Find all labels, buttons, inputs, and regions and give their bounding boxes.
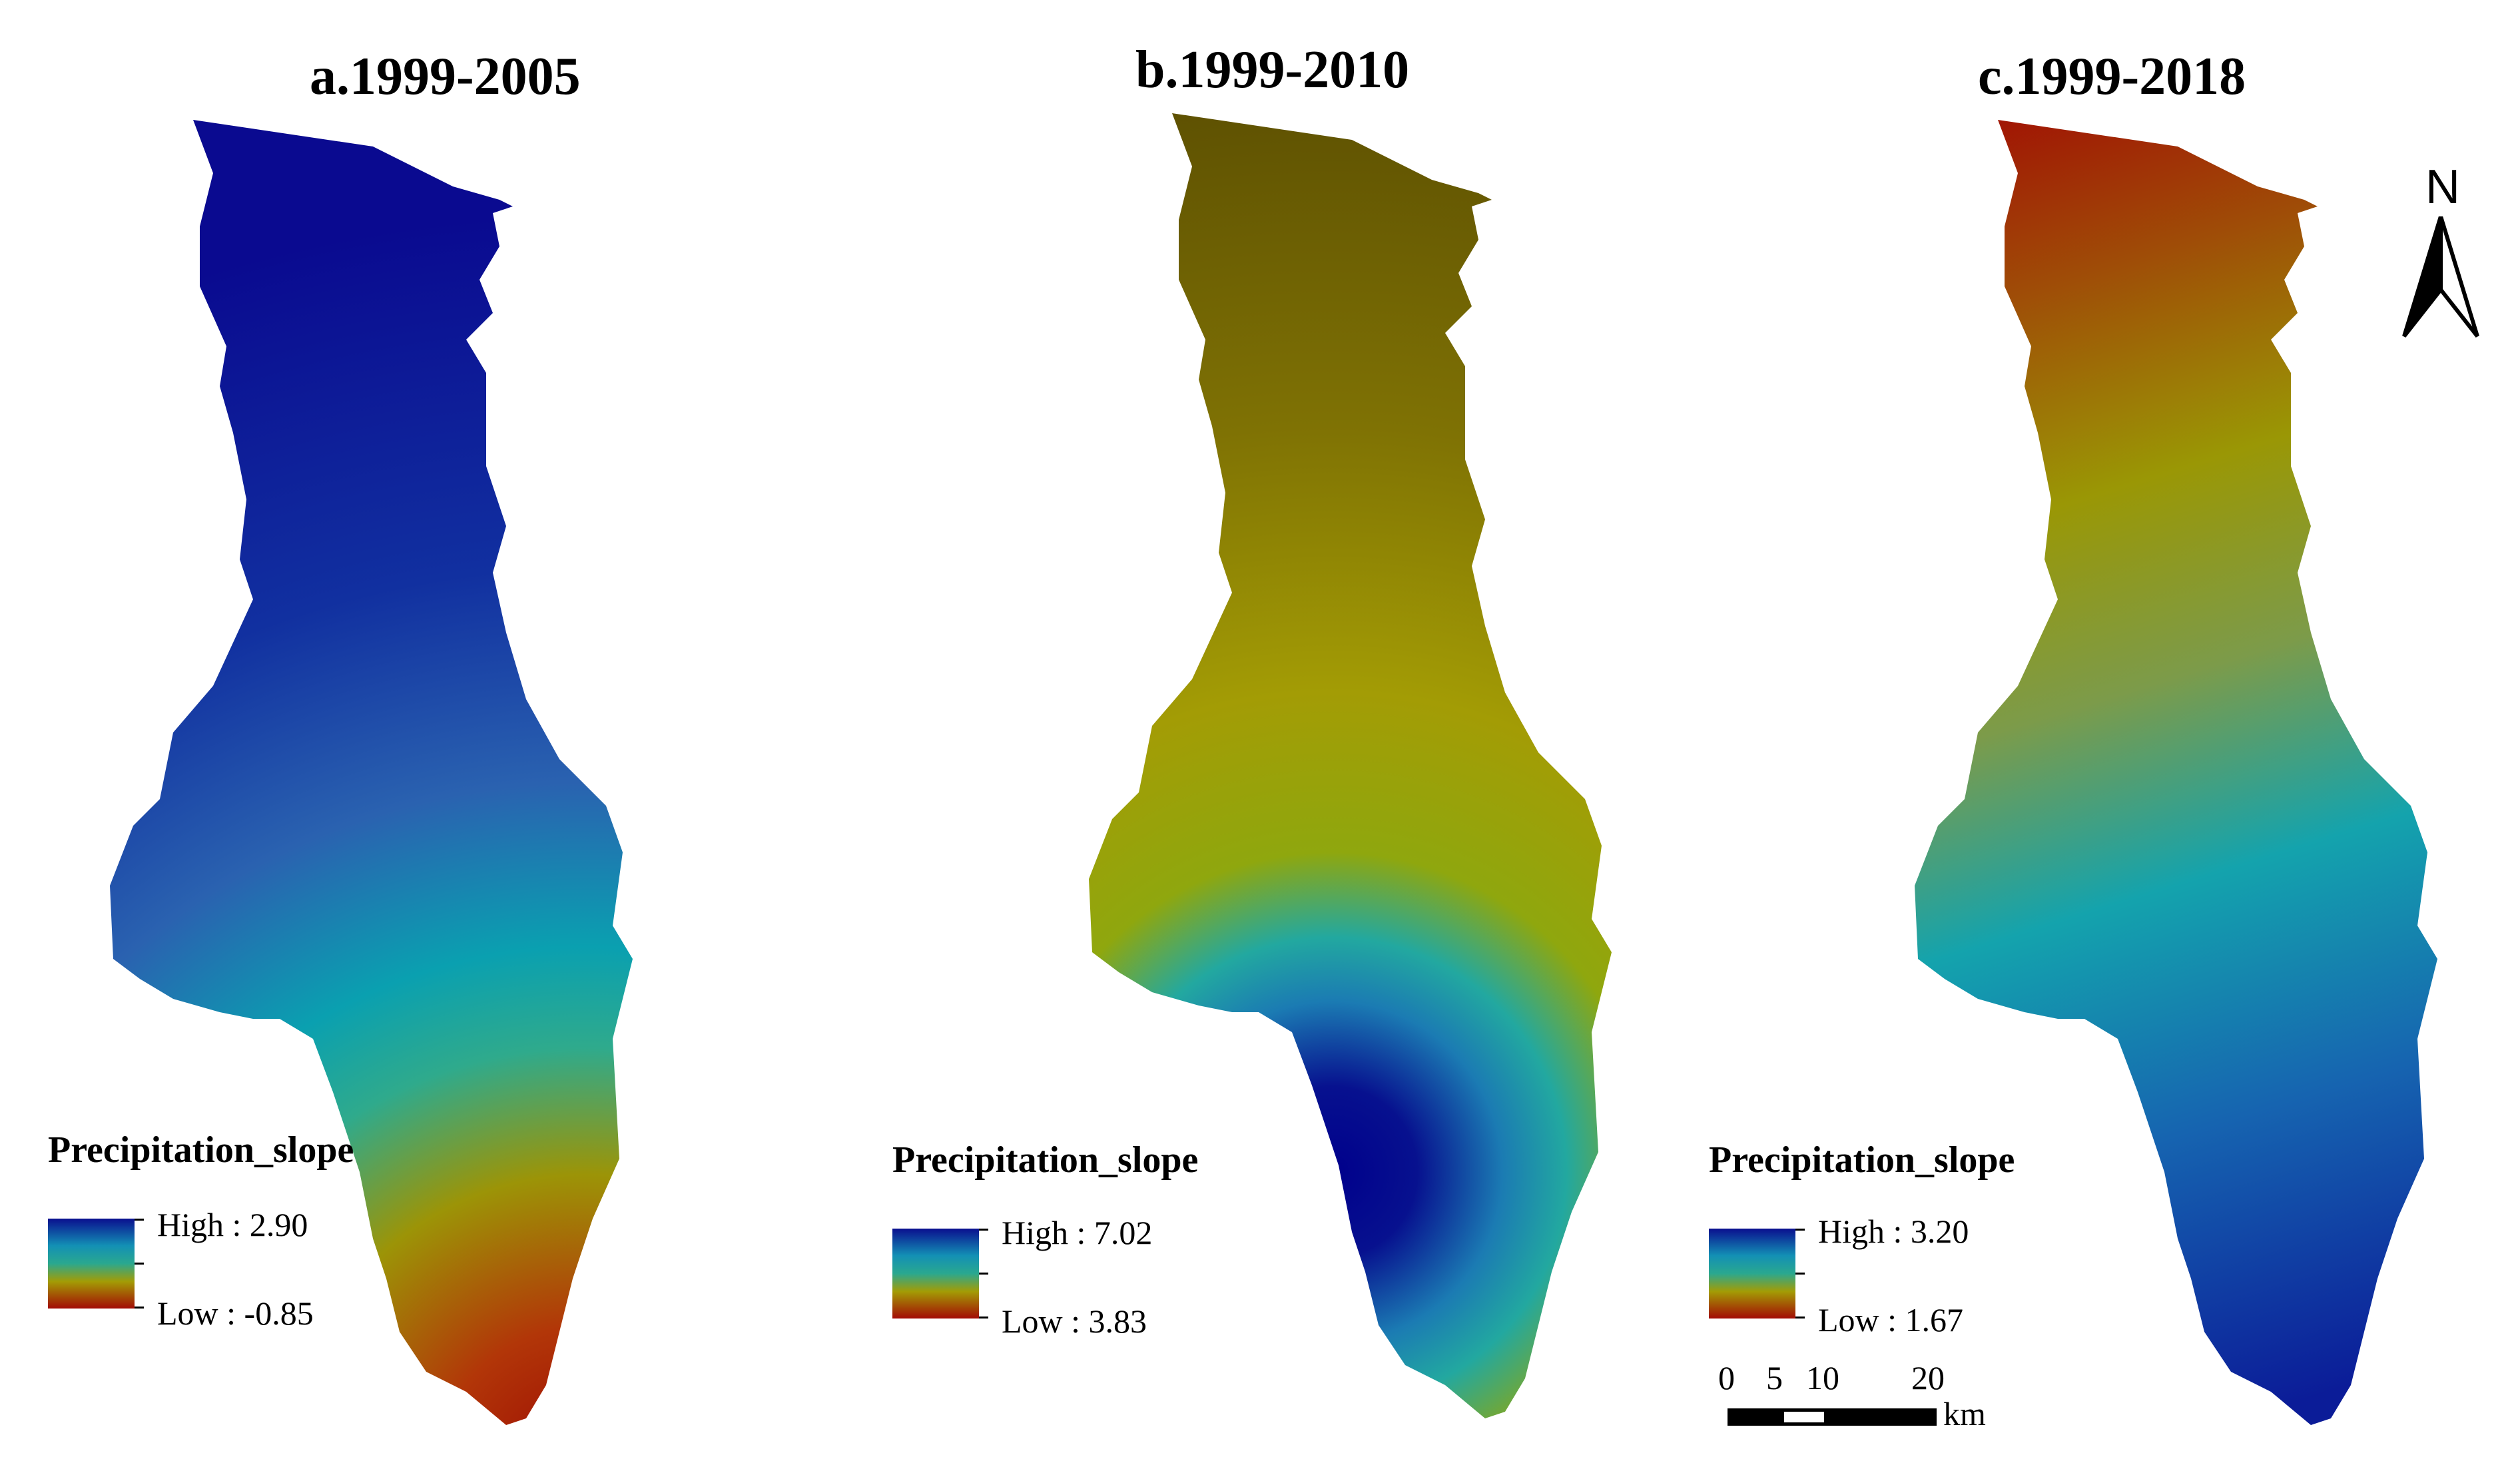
- precipitation-slope-map-b: [1089, 113, 1612, 1418]
- legend-title-c: Precipitation_slope: [1709, 1139, 2015, 1181]
- scale-tick-5: 5: [1766, 1359, 1783, 1396]
- legend-color-ramp-a: [48, 1219, 144, 1309]
- north-label: N: [2425, 160, 2460, 214]
- panel-title-a: a.1999-2005: [310, 47, 581, 106]
- scale-segment-1: [1728, 1408, 1782, 1426]
- scale-tick-0: 0: [1718, 1359, 1735, 1396]
- legend-high-label-a: High : 2.90: [157, 1206, 308, 1243]
- legend-title-a: Precipitation_slope: [48, 1129, 354, 1171]
- legend-title-b: Precipitation_slope: [892, 1139, 1199, 1181]
- north-arrow-icon: [2402, 216, 2479, 338]
- legend-high-label-c: High : 3.20: [1818, 1213, 1969, 1250]
- legend-high-label-b: High : 7.02: [1002, 1214, 1153, 1251]
- scale-bar: 0 5 10 20 km: [1718, 1358, 2051, 1438]
- map-panel-c: c.1999-2018 Precipitation_slope High : 3…: [1672, 0, 2520, 1465]
- legend-low-label-c: Low : 1.67: [1818, 1301, 1964, 1338]
- scale-tick-10: 10: [1806, 1359, 1839, 1396]
- precipitation-slope-map-c: [1915, 120, 2437, 1425]
- map-panel-b: b.1999-2010 Precipitation_slope High : 7…: [826, 0, 1672, 1465]
- panel-title-b: b.1999-2010: [1135, 41, 1410, 99]
- precipitation-slope-map-a: [110, 120, 633, 1425]
- legend-low-label-a: Low : -0.85: [157, 1295, 314, 1332]
- north-arrow: N: [2397, 160, 2484, 346]
- legend-low-label-b: Low : 3.83: [1002, 1303, 1147, 1340]
- panel-title-c: c.1999-2018: [1978, 47, 2246, 106]
- legend-color-ramp-c: [1709, 1229, 1805, 1318]
- map-panel-a: a.1999-2005 Precipitation_slope High : 2…: [0, 0, 826, 1465]
- scale-tick-20: 20: [1911, 1359, 1945, 1396]
- scale-segment-3: [1826, 1408, 1937, 1426]
- legend-color-ramp-b: [892, 1229, 988, 1318]
- scale-segment-2: [1781, 1408, 1827, 1426]
- scale-unit: km: [1943, 1395, 1986, 1432]
